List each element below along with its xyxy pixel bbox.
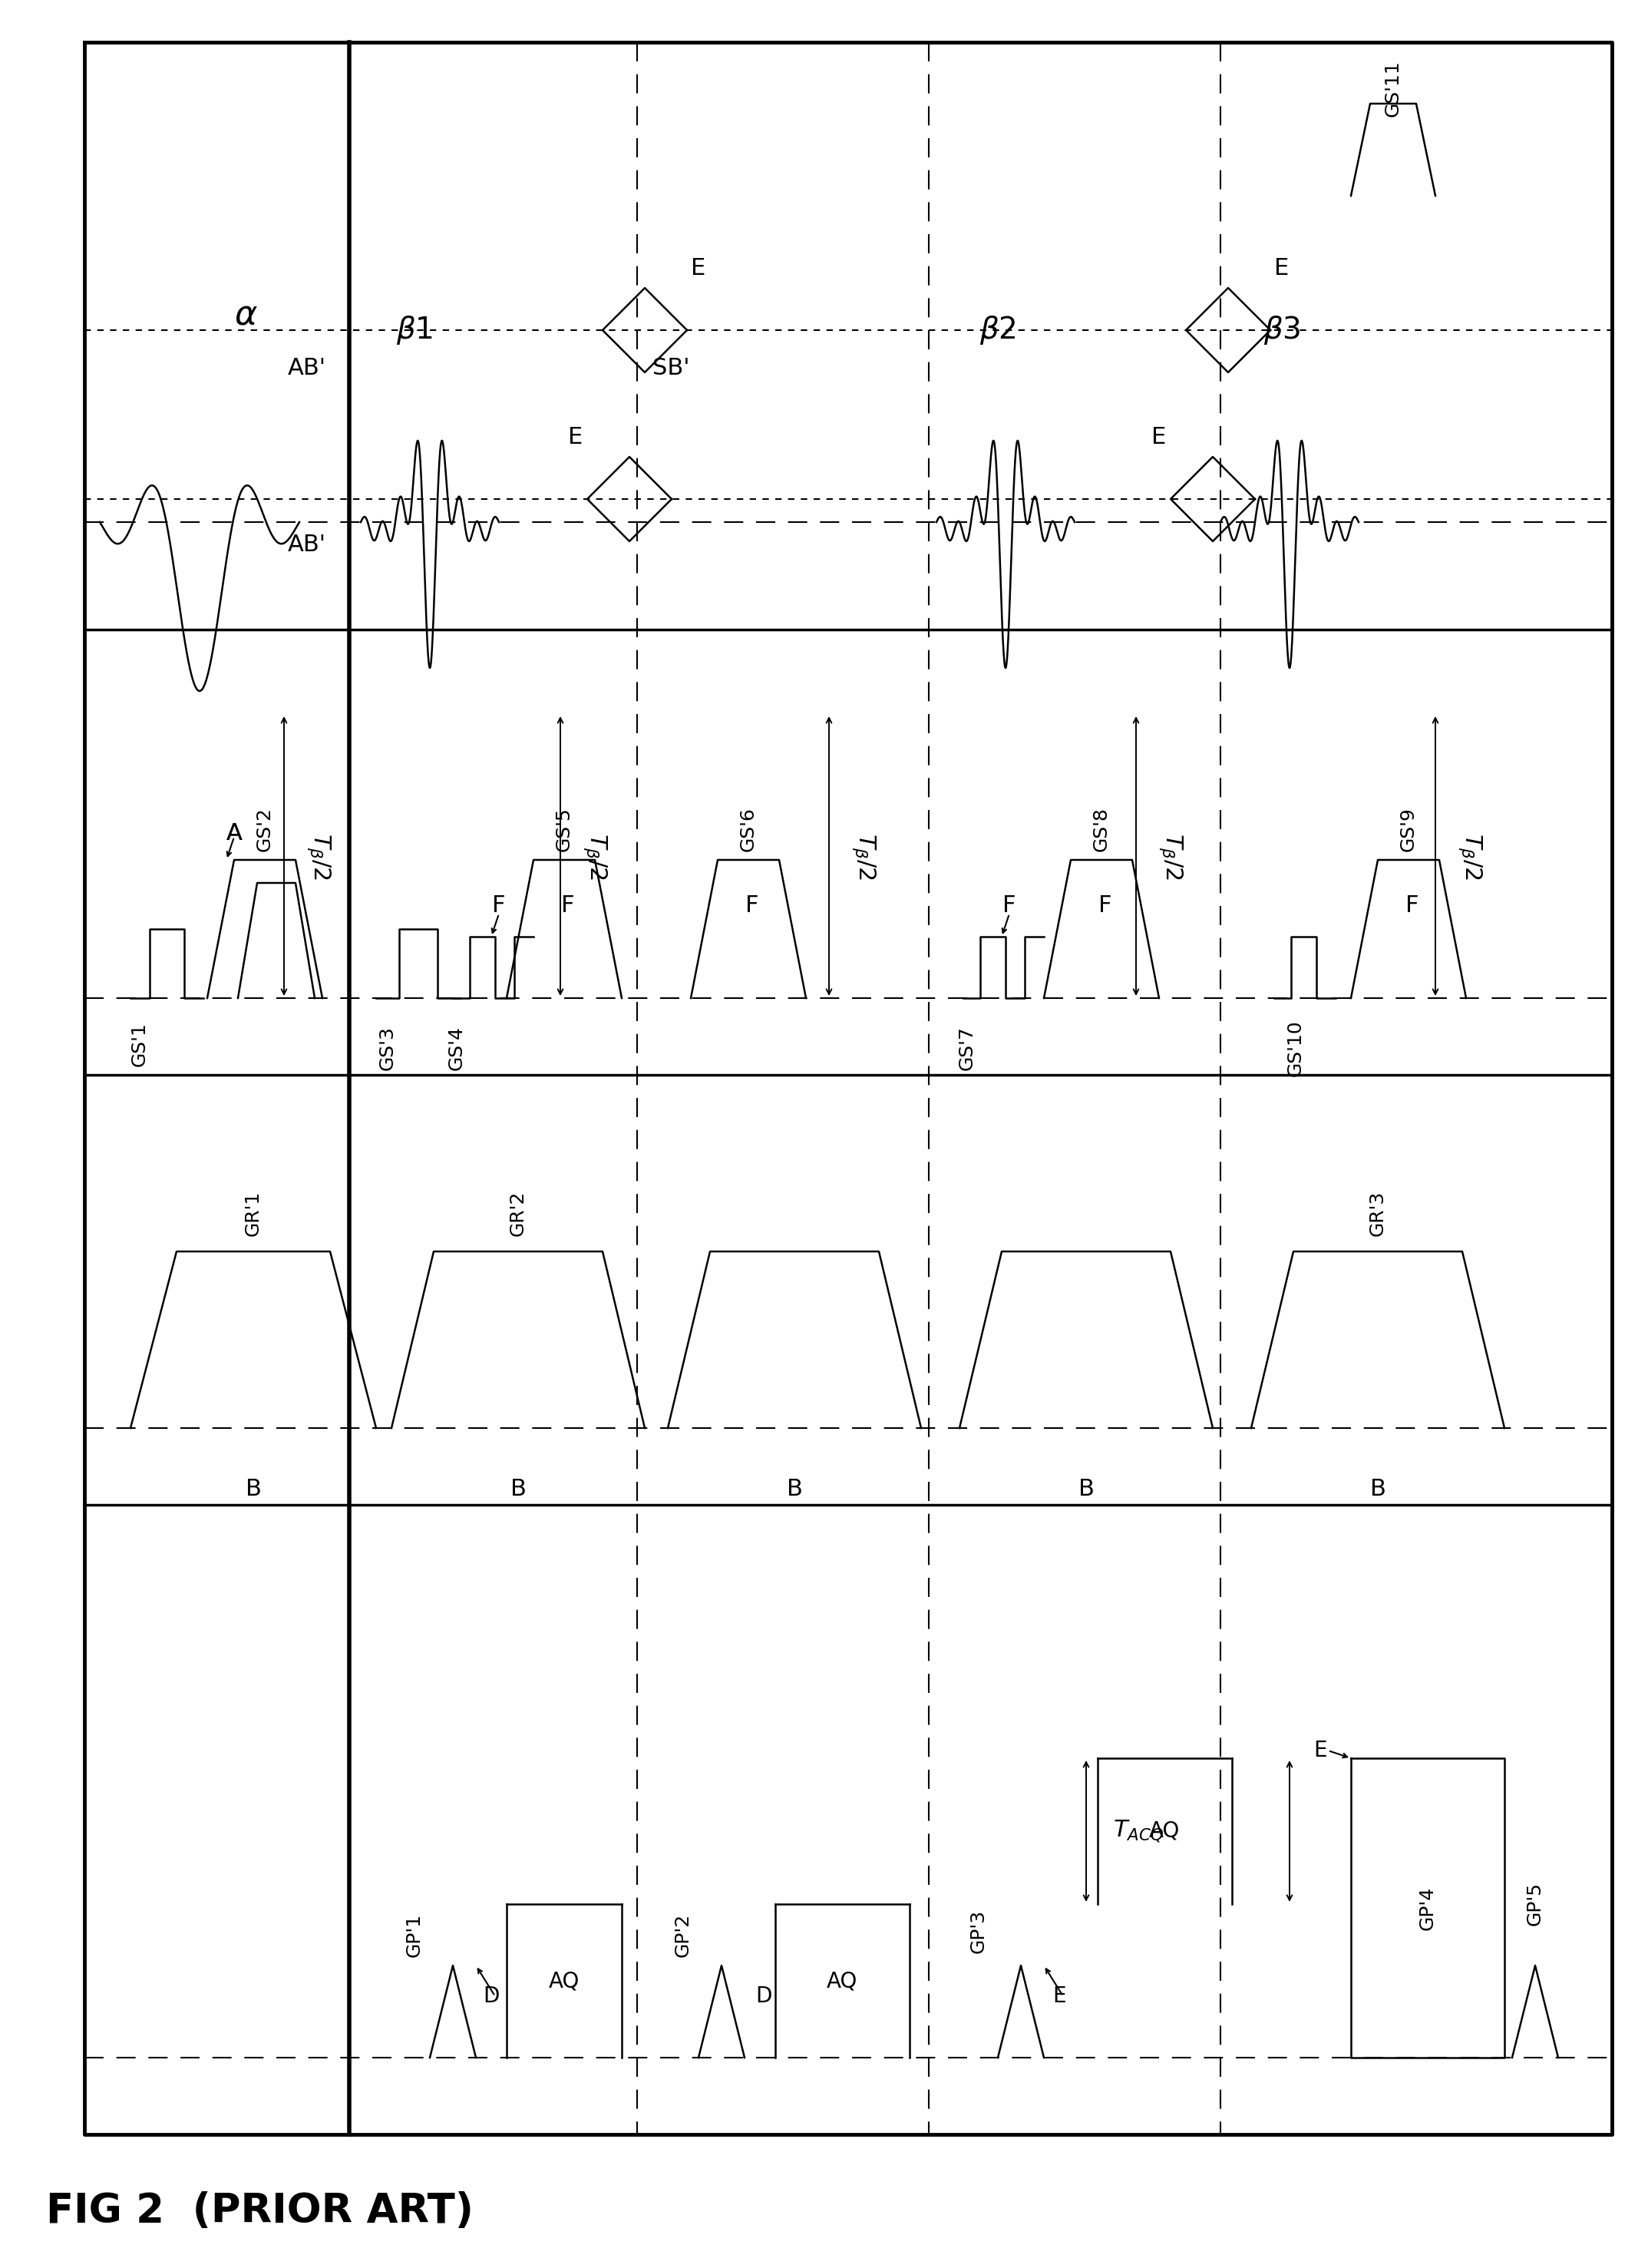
- Text: $\beta 3$: $\beta 3$: [1264, 313, 1300, 347]
- Text: GS'2: GS'2: [255, 807, 274, 850]
- Text: GR'1: GR'1: [244, 1191, 262, 1236]
- Text: A: A: [226, 821, 242, 844]
- Text: $\beta 2$: $\beta 2$: [979, 313, 1017, 347]
- Text: $T_\beta/2$: $T_\beta/2$: [850, 832, 877, 880]
- Text: GS'6: GS'6: [740, 807, 758, 850]
- Text: GP'5: GP'5: [1526, 1882, 1544, 1926]
- Text: AQ: AQ: [827, 1971, 857, 1991]
- Text: SB': SB': [653, 358, 689, 379]
- Text: FIG 2  (PRIOR ART): FIG 2 (PRIOR ART): [46, 2191, 473, 2232]
- Text: E: E: [1053, 1985, 1066, 2007]
- Text: GS'4: GS'4: [448, 1025, 466, 1070]
- Text: GR'2: GR'2: [509, 1191, 527, 1236]
- Text: $\beta 1$: $\beta 1$: [396, 313, 433, 347]
- Text: E: E: [569, 426, 583, 449]
- Text: AB': AB': [288, 533, 326, 556]
- Text: GS'8: GS'8: [1093, 807, 1111, 850]
- Text: GS'7: GS'7: [957, 1025, 976, 1070]
- Text: AQ: AQ: [1149, 1821, 1180, 1842]
- Text: $T_{ACQ}$: $T_{ACQ}$: [1112, 1819, 1163, 1844]
- Text: $\alpha$: $\alpha$: [234, 299, 257, 331]
- Text: GR'3: GR'3: [1368, 1191, 1388, 1236]
- Text: GS'11: GS'11: [1384, 59, 1402, 116]
- Text: GP'2: GP'2: [674, 1912, 692, 1957]
- Text: B: B: [1078, 1479, 1094, 1501]
- Text: AB': AB': [288, 358, 326, 379]
- Text: $T_\beta/2$: $T_\beta/2$: [1457, 832, 1483, 880]
- Text: E: E: [1313, 1740, 1327, 1762]
- Text: $T_\beta/2$: $T_\beta/2$: [305, 832, 331, 880]
- Text: B: B: [786, 1479, 803, 1501]
- Text: GS'10: GS'10: [1287, 1021, 1305, 1077]
- Text: F: F: [562, 896, 575, 916]
- Text: F: F: [745, 896, 760, 916]
- Text: GS'5: GS'5: [555, 807, 574, 850]
- Text: E: E: [1274, 259, 1289, 279]
- Text: $T_\beta/2$: $T_\beta/2$: [1157, 832, 1183, 880]
- Text: D: D: [755, 1985, 771, 2007]
- Text: GP'1: GP'1: [405, 1912, 424, 1957]
- Text: E: E: [1152, 426, 1167, 449]
- Text: B: B: [246, 1479, 262, 1501]
- Text: B: B: [511, 1479, 526, 1501]
- Text: GS'1: GS'1: [130, 1023, 148, 1066]
- Text: F: F: [1099, 896, 1112, 916]
- Text: GS'9: GS'9: [1399, 807, 1417, 850]
- Text: F: F: [1002, 896, 1017, 916]
- Text: GP'3: GP'3: [969, 1910, 987, 1953]
- Text: GP'4: GP'4: [1419, 1887, 1437, 1930]
- Text: F: F: [1406, 896, 1419, 916]
- Text: E: E: [691, 259, 705, 279]
- Text: AQ: AQ: [549, 1971, 580, 1991]
- Text: D: D: [483, 1985, 499, 2007]
- Text: F: F: [493, 896, 506, 916]
- Text: $T_\beta/2$: $T_\beta/2$: [582, 832, 608, 880]
- Text: A: A: [226, 821, 242, 844]
- Text: GS'3: GS'3: [379, 1025, 397, 1070]
- Text: B: B: [1369, 1479, 1386, 1501]
